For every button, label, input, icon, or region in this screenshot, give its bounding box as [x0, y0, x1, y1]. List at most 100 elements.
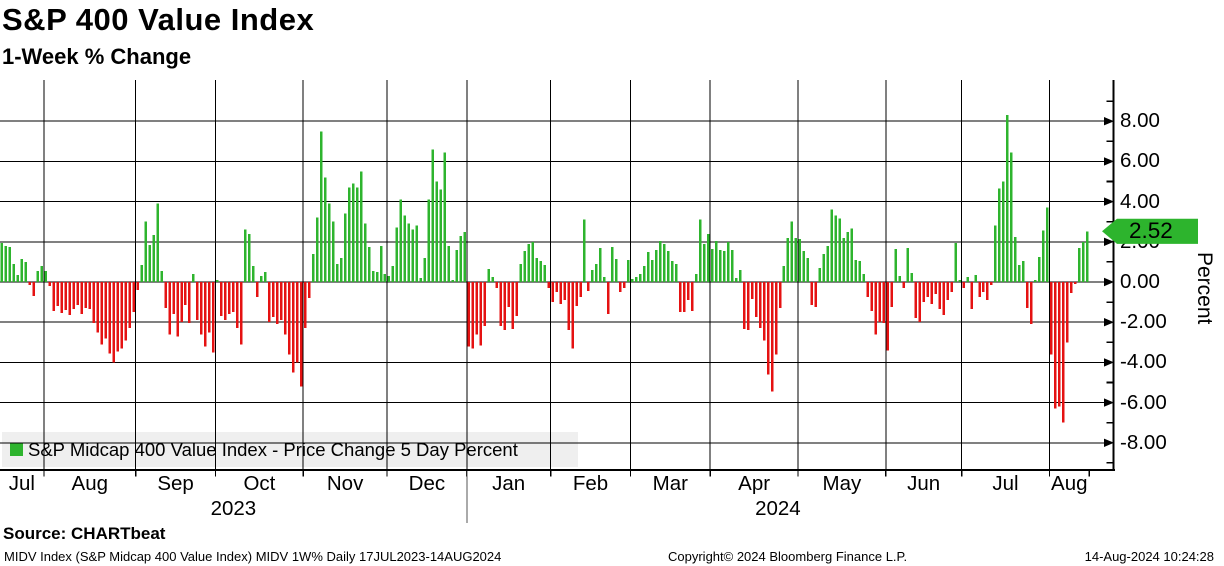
bar: [479, 282, 482, 346]
bar: [591, 269, 594, 282]
bar: [88, 282, 91, 310]
bar: [862, 274, 866, 282]
bar: [930, 282, 933, 305]
bar: [212, 282, 215, 353]
y-axis-title: Percent: [1193, 252, 1216, 325]
bar: [531, 241, 534, 282]
bar: [710, 248, 714, 282]
bar: [942, 282, 945, 316]
bar: [264, 271, 267, 282]
bar: [906, 247, 909, 282]
bar: [1062, 282, 1065, 423]
bar: [383, 274, 387, 282]
bar: [407, 223, 411, 282]
bar: [682, 282, 686, 313]
bar: [387, 276, 391, 282]
last-value-tag-shape: [1102, 218, 1198, 244]
bar: [1081, 241, 1085, 282]
bar: [555, 282, 558, 293]
bar: [583, 219, 586, 282]
bar: [475, 282, 479, 335]
bar: [870, 282, 874, 312]
bar: [790, 221, 794, 282]
bar: [826, 245, 830, 282]
bar: [890, 282, 893, 308]
bar: [140, 264, 143, 282]
bar: [671, 260, 674, 282]
bar: [730, 249, 734, 282]
bar: [240, 282, 243, 345]
bar: [100, 282, 103, 345]
bar: [886, 282, 889, 351]
bar: [718, 249, 722, 282]
bar: [148, 244, 151, 282]
bar: [28, 282, 32, 285]
bar: [778, 282, 782, 309]
bar: [770, 282, 774, 392]
bar: [922, 282, 925, 303]
bar: [232, 282, 235, 313]
bar: [726, 241, 730, 282]
bar: [539, 260, 542, 282]
bar: [838, 218, 842, 282]
bar: [323, 177, 327, 282]
bar: [866, 282, 870, 298]
bar: [287, 282, 291, 355]
bar: [395, 227, 399, 282]
bar: [20, 258, 24, 282]
bar: [363, 223, 367, 282]
source-line: Source: CHARTbeat: [3, 524, 166, 543]
axes: [0, 80, 1115, 477]
bar: [40, 265, 44, 282]
bar: [415, 225, 419, 282]
bar: [307, 282, 311, 299]
bar: [551, 282, 554, 303]
bar: [898, 276, 901, 282]
bar: [786, 237, 790, 282]
bar: [295, 282, 299, 363]
bar: [1042, 230, 1045, 282]
bar: [914, 282, 917, 319]
bar: [690, 282, 694, 312]
bar: [92, 282, 95, 324]
bar: [228, 282, 231, 315]
bar: [802, 250, 806, 282]
bar: [1038, 256, 1041, 282]
bar: [495, 282, 498, 288]
bar: [1030, 282, 1033, 325]
bar: [878, 282, 881, 323]
bar: [200, 282, 203, 335]
bar: [998, 188, 1001, 282]
bar: [675, 263, 678, 282]
page-title: S&P 400 Value Index: [2, 2, 315, 37]
bar: [327, 203, 331, 282]
bar: [311, 253, 315, 282]
bar: [351, 183, 355, 282]
bar: [196, 282, 199, 321]
bar: [758, 282, 762, 329]
bar: [571, 282, 574, 349]
bar: [431, 149, 435, 282]
bar: [982, 282, 985, 293]
bar: [1018, 264, 1021, 282]
bar: [950, 282, 953, 293]
bar: [192, 274, 195, 282]
bar: [515, 282, 518, 317]
bar: [782, 265, 786, 282]
bar: [423, 257, 427, 282]
bar: [1046, 207, 1049, 282]
bar: [619, 282, 622, 293]
bar: [315, 217, 319, 282]
bar: [244, 229, 247, 282]
bar: [224, 282, 227, 321]
bar: [659, 240, 662, 282]
bar: [435, 181, 439, 282]
bar: [842, 237, 846, 282]
bar: [966, 277, 969, 282]
bar: [375, 271, 379, 282]
bar: [1002, 181, 1005, 282]
bar: [347, 187, 351, 282]
bar: [547, 282, 550, 288]
bar: [854, 259, 858, 282]
